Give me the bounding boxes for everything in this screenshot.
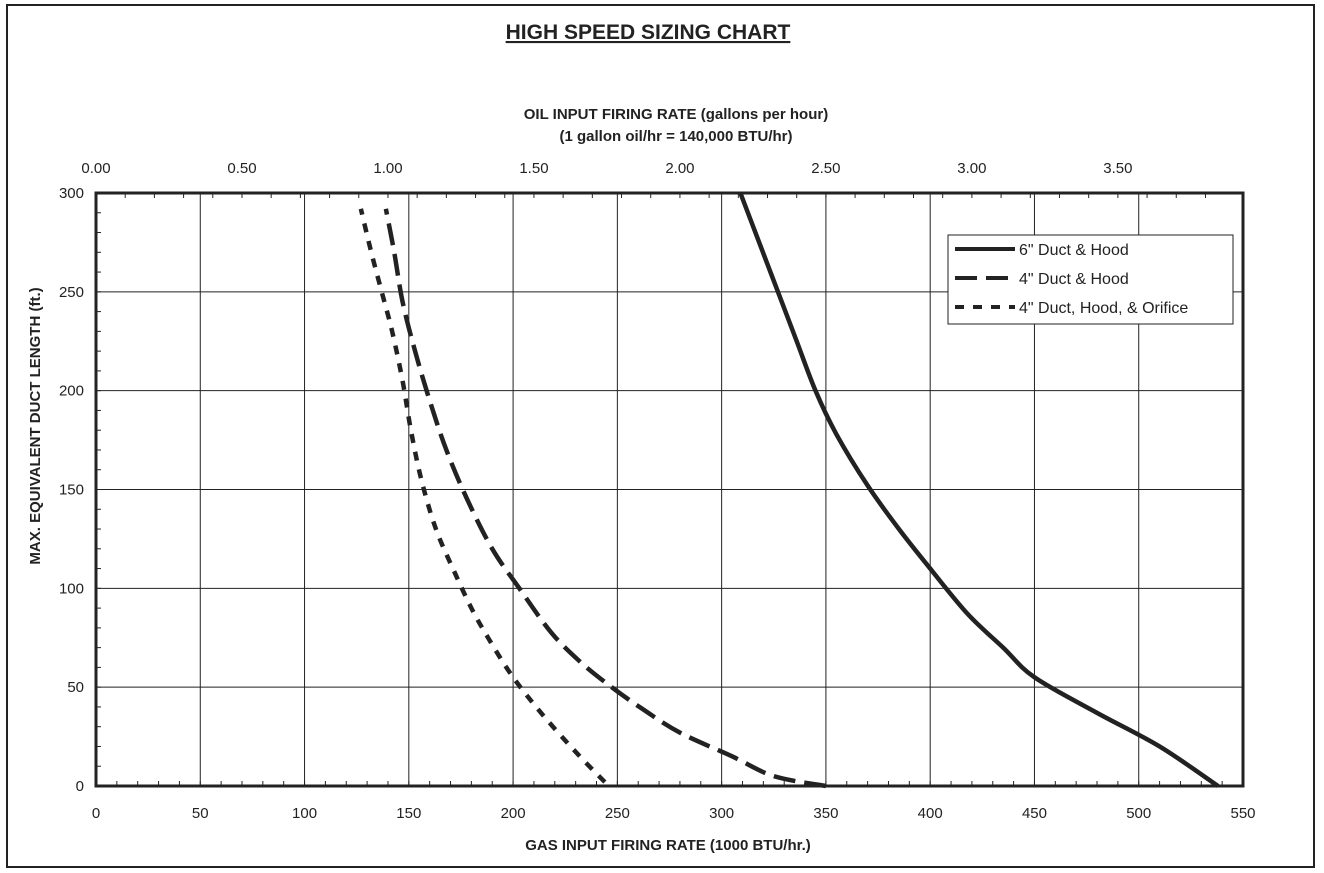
x-tick-label: 100	[292, 805, 317, 822]
y-tick-label: 150	[59, 482, 84, 499]
top-tick-label: 0.00	[81, 160, 110, 177]
x-tick-label: 550	[1230, 805, 1255, 822]
x-axis-title: GAS INPUT FIRING RATE (1000 BTU/hr.)	[525, 837, 811, 854]
top-tick-label: 0.50	[227, 160, 256, 177]
chart-frame	[6, 4, 1315, 868]
top-axis-subtitle: (1 gallon oil/hr = 140,000 BTU/hr)	[560, 128, 793, 145]
top-tick-label: 2.50	[811, 160, 840, 177]
x-tick-label: 150	[396, 805, 421, 822]
series-layer	[358, 192, 1220, 789]
x-tick-label: 50	[192, 805, 209, 822]
top-tick-label: 3.50	[1103, 160, 1132, 177]
x-tick-label: 250	[605, 805, 630, 822]
legend: 6" Duct & Hood 4" Duct & Hood 4" Duct, H…	[947, 234, 1234, 325]
series-line-2	[358, 208, 607, 784]
top-tick-label: 1.00	[373, 160, 402, 177]
x-tick-label: 450	[1022, 805, 1047, 822]
x-tick-label: 300	[709, 805, 734, 822]
top-tick-label: 3.00	[957, 160, 986, 177]
legend-label-4in: 4" Duct & Hood	[1019, 271, 1129, 288]
x-tick-label: 400	[918, 805, 943, 822]
y-axis-title: MAX. EQUIVALENT DUCT LENGTH (ft.)	[27, 287, 44, 564]
x-tick-label: 500	[1126, 805, 1151, 822]
y-tick-label: 250	[59, 284, 84, 301]
legend-label-6in: 6" Duct & Hood	[1019, 242, 1129, 259]
plot-area-border	[94, 191, 1245, 788]
top-tick-label: 1.50	[519, 160, 548, 177]
x-tick-label: 0	[92, 805, 100, 822]
x-tick-label: 200	[501, 805, 526, 822]
series-line-1	[383, 208, 827, 789]
y-tick-label: 200	[59, 383, 84, 400]
y-tick-label: 0	[76, 778, 84, 795]
chart-title: HIGH SPEED SIZING CHART	[506, 21, 791, 44]
legend-label-4in-orifice: 4" Duct, Hood, & Orifice	[1019, 300, 1188, 317]
y-tick-label: 300	[59, 185, 84, 202]
series-line-0	[738, 192, 1220, 788]
y-tick-label: 100	[59, 580, 84, 597]
top-tick-label: 2.00	[665, 160, 694, 177]
top-axis-title: OIL INPUT FIRING RATE (gallons per hour)	[524, 106, 828, 123]
y-tick-label: 50	[67, 679, 84, 696]
tick-label-layer: 0 50 100 150 200 250 300 350 400 450 500 550 0 50 100 1…	[59, 160, 1256, 822]
x-tick-label: 350	[813, 805, 838, 822]
